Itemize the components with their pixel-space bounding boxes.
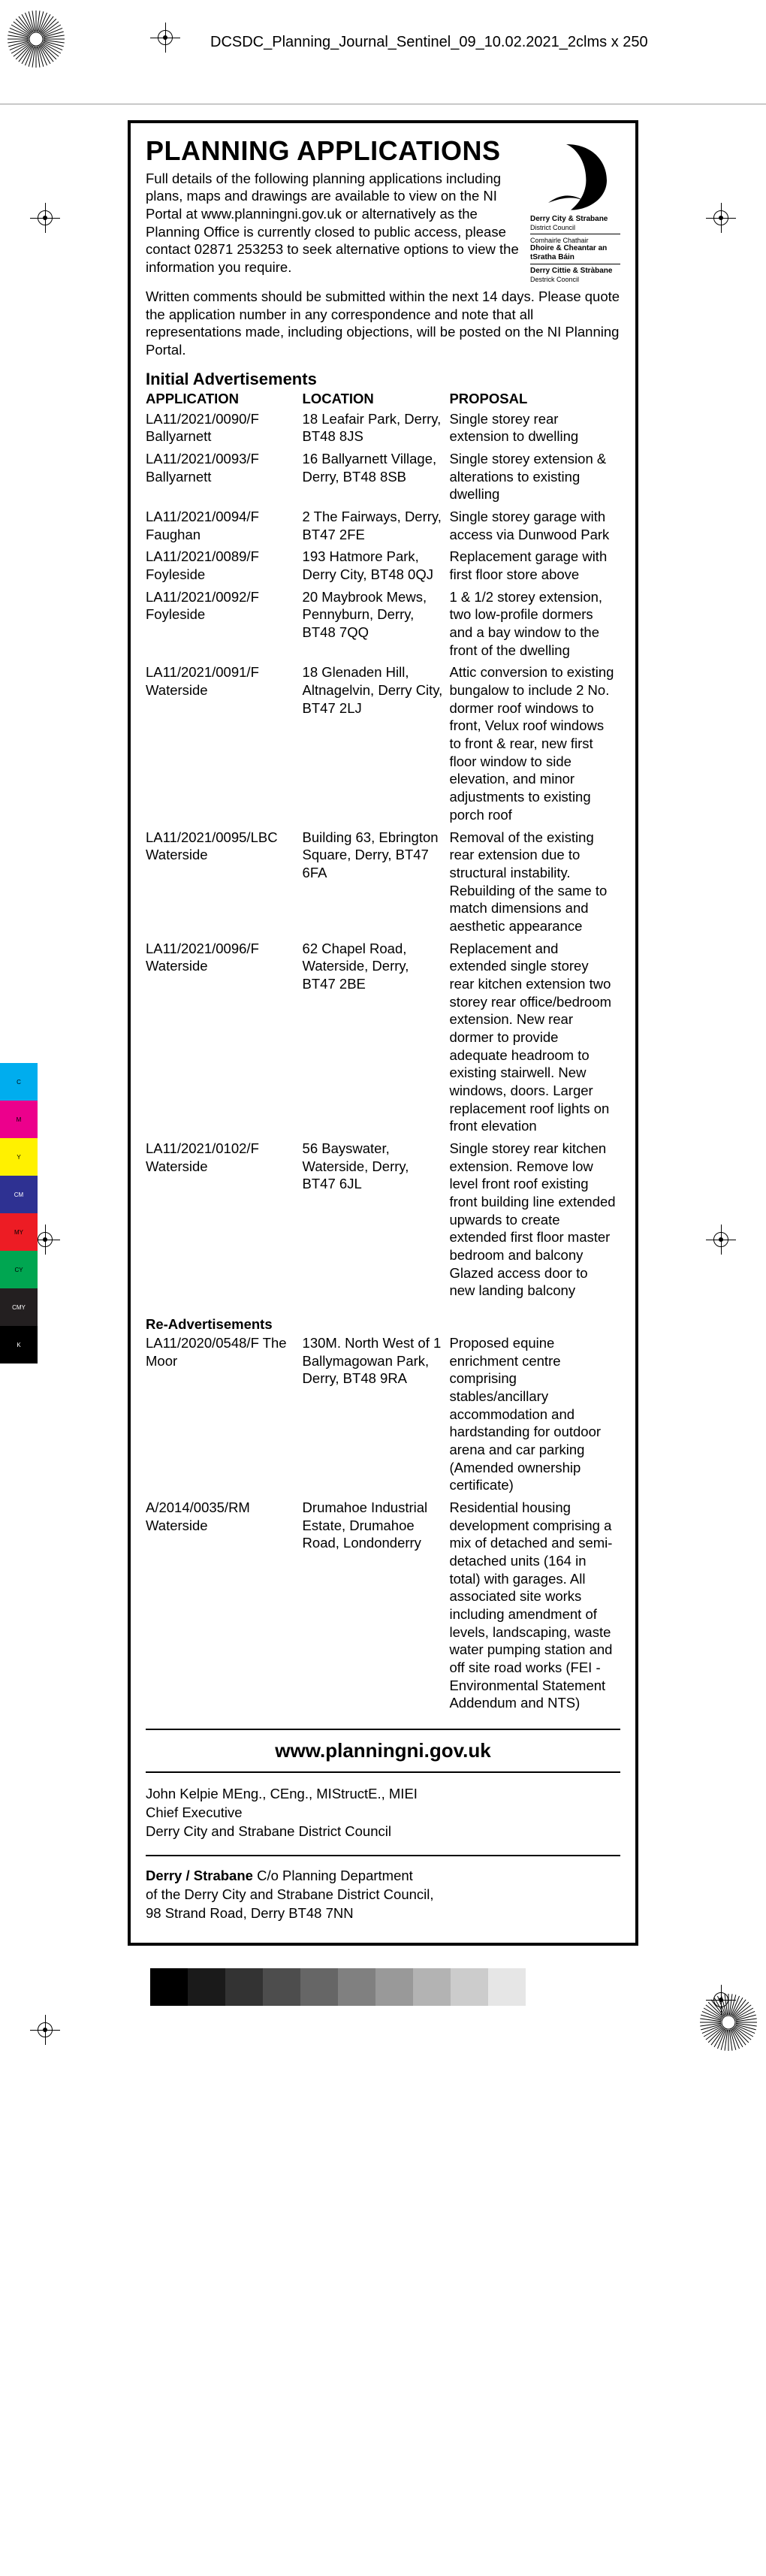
section-title: Initial Advertisements [146,370,620,389]
table-cell: 130M. North West of 1 Ballymagowan Park,… [303,1333,450,1497]
table-cell: Single storey rear extension to dwelling [449,409,620,448]
color-swatch: C [0,1063,38,1101]
table-row: LA11/2021/0093/F Ballyarnett16 Ballyarne… [146,448,620,506]
applications-table: APPLICATION LOCATION PROPOSAL LA11/2021/… [146,389,620,1303]
table-row: LA11/2021/0095/LBC WatersideBuilding 63,… [146,827,620,938]
logo-line-1b: District Council [530,224,620,231]
table-cell: Replacement and extended single storey r… [449,938,620,1138]
signoff-addr2: C/o Planning Department [253,1868,413,1883]
intro-paragraph-2: Written comments should be submitted wit… [146,288,620,359]
registration-mark-icon [706,1985,736,2015]
table-cell: 1 & 1/2 storey extension, two low-profil… [449,587,620,663]
registration-mark-icon [706,203,736,233]
logo-line-4b: Destrick Cooncil [530,276,620,283]
logo-line-3: Dhoire & Cheantar an tSratha Báin [530,244,607,261]
gray-swatch [188,1968,225,2006]
table-cell: LA11/2021/0094/F Faughan [146,506,303,546]
table-cell: LA11/2021/0093/F Ballyarnett [146,448,303,506]
re-advertisements-table: LA11/2020/0548/F The Moor130M. North Wes… [146,1333,620,1715]
registration-mark-icon [30,203,60,233]
logo-line-4: Derry Cittie & Stràbane [530,267,612,275]
sign-off: John Kelpie MEng., CEng., MIStructE., MI… [146,1785,620,1923]
table-row: LA11/2021/0091/F Waterside18 Glenaden Hi… [146,662,620,826]
gray-swatch [263,1968,300,2006]
color-swatch: K [0,1326,38,1363]
table-cell: LA11/2021/0095/LBC Waterside [146,827,303,938]
signoff-name: John Kelpie MEng., CEng., MIStructE., MI… [146,1785,620,1804]
registration-mark-icon [706,1225,736,1255]
table-row: LA11/2021/0102/F Waterside56 Bayswater, … [146,1138,620,1303]
logo-line-1: Derry City & Strabane [530,215,608,223]
intro-paragraph-1: Full details of the following planning a… [146,170,521,276]
table-cell: Residential housing development comprisi… [449,1497,620,1715]
table-row: LA11/2021/0089/F Foyleside193 Hatmore Pa… [146,546,620,586]
sunburst-icon [6,9,66,69]
table-cell: LA11/2021/0096/F Waterside [146,938,303,1138]
table-cell: Drumahoe Industrial Estate, Drumahoe Roa… [303,1497,450,1715]
table-cell: LA11/2021/0090/F Ballyarnett [146,409,303,448]
table-row: A/2014/0035/RM WatersideDrumahoe Industr… [146,1497,620,1715]
notice-heading: PLANNING APPLICATIONS [146,137,521,165]
signoff-title: Chief Executive [146,1804,620,1823]
table-cell: Proposed equine enrichment centre compri… [449,1333,620,1497]
table-cell: 2 The Fairways, Derry, BT47 2FE [303,506,450,546]
table-cell: A/2014/0035/RM Waterside [146,1497,303,1715]
table-cell: LA11/2021/0092/F Foyleside [146,587,303,663]
color-swatch: MY [0,1213,38,1251]
file-name-label: DCSDC_Planning_Journal_Sentinel_09_10.02… [210,34,648,51]
color-swatch: CM [0,1176,38,1213]
gray-swatch [451,1968,488,2006]
url-bar: www.planningni.gov.uk [146,1729,620,1773]
color-swatch: CY [0,1251,38,1288]
table-cell: LA11/2021/0089/F Foyleside [146,546,303,586]
table-cell: 16 Ballyarnett Village, Derry, BT48 8SB [303,448,450,506]
gray-swatch [488,1968,526,2006]
col-application: APPLICATION [146,389,303,409]
council-logo: Derry City & Strabane District Council C… [530,140,620,283]
gray-swatch [375,1968,413,2006]
table-row: LA11/2020/0548/F The Moor130M. North Wes… [146,1333,620,1497]
table-row: LA11/2021/0090/F Ballyarnett18 Leafair P… [146,409,620,448]
re-advertisements-title: Re-Advertisements [146,1316,620,1333]
signoff-org: Derry City and Strabane District Council [146,1823,620,1841]
color-swatch: Y [0,1138,38,1176]
table-cell: 62 Chapel Road, Waterside, Derry, BT47 2… [303,938,450,1138]
planning-notice: PLANNING APPLICATIONS Full details of th… [128,120,638,1946]
table-cell: 20 Maybrook Mews, Pennyburn, Derry, BT48… [303,587,450,663]
table-cell: LA11/2020/0548/F The Moor [146,1333,303,1497]
table-cell: Replacement garage with first floor stor… [449,546,620,586]
color-swatch: CMY [0,1288,38,1326]
signoff-addr4: 98 Strand Road, Derry BT48 7NN [146,1904,620,1923]
col-location: LOCATION [303,389,450,409]
gray-swatch [413,1968,451,2006]
signoff-addr3: of the Derry City and Strabane District … [146,1886,620,1904]
table-cell: Attic conversion to existing bungalow to… [449,662,620,826]
registration-mark-icon [150,23,180,53]
table-row: LA11/2021/0094/F Faughan2 The Fairways, … [146,506,620,546]
table-cell: LA11/2021/0091/F Waterside [146,662,303,826]
registration-mark-icon [30,2015,60,2045]
table-cell: LA11/2021/0102/F Waterside [146,1138,303,1303]
color-bar-left: CMYCMMYCYCMYK [0,1063,38,1363]
color-swatch: M [0,1101,38,1138]
table-row: LA11/2021/0092/F Foyleside20 Maybrook Me… [146,587,620,663]
gray-swatch [338,1968,375,2006]
table-cell: Building 63, Ebrington Square, Derry, BT… [303,827,450,938]
table-cell: Single storey rear kitchen extension. Re… [449,1138,620,1303]
gray-swatch [150,1968,188,2006]
table-cell: Removal of the existing rear extension d… [449,827,620,938]
table-cell: 18 Glenaden Hill, Altnagelvin, Derry Cit… [303,662,450,826]
color-bar-bottom [150,1968,526,2006]
table-cell: 56 Bayswater, Waterside, Derry, BT47 6JL [303,1138,450,1303]
table-cell: Single storey garage with access via Dun… [449,506,620,546]
gray-swatch [300,1968,338,2006]
table-cell: 193 Hatmore Park, Derry City, BT48 0QJ [303,546,450,586]
table-row: LA11/2021/0096/F Waterside62 Chapel Road… [146,938,620,1138]
gray-swatch [225,1968,263,2006]
table-cell: 18 Leafair Park, Derry, BT48 8JS [303,409,450,448]
table-cell: Single storey extension & alterations to… [449,448,620,506]
col-proposal: PROPOSAL [449,389,620,409]
logo-line-2: Comhairle Chathair [530,237,620,244]
signoff-addr1: Derry / Strabane [146,1868,253,1883]
